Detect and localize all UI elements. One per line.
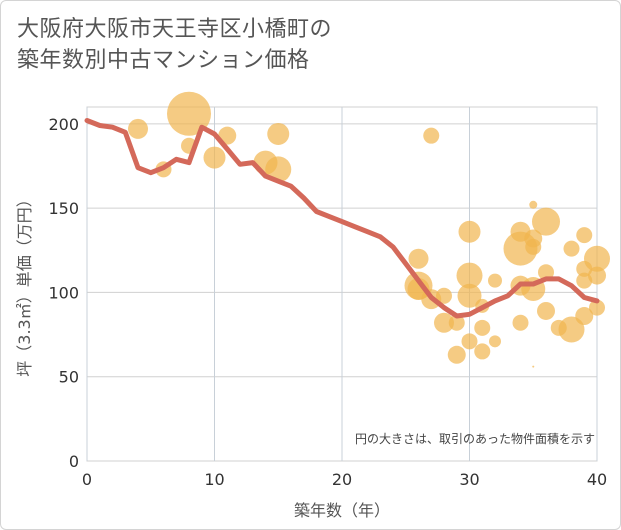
bubbles <box>128 91 610 368</box>
tick-labels: 0 50 100 150 200 0 10 20 30 40 <box>48 115 607 489</box>
bubble-point <box>456 262 483 289</box>
bubble-point <box>563 240 580 257</box>
x-tick-label: 40 <box>587 470 607 489</box>
x-tick-label: 0 <box>82 470 92 489</box>
y-tick-label: 0 <box>69 452 79 471</box>
bubble-point <box>537 301 555 320</box>
bubble-point <box>167 91 211 136</box>
chart-title-line-2: 築年数別中古マンション価格 <box>17 48 310 73</box>
bubble-point <box>448 314 465 331</box>
bubble-point <box>488 273 502 288</box>
bubble-point <box>461 333 478 350</box>
bubble-point <box>575 307 594 326</box>
size-annotation: 円の大きさは、取引のあった物件面積を示す <box>355 431 595 446</box>
bubble-point <box>538 264 554 281</box>
bubble-point <box>267 122 290 145</box>
bubble-point <box>589 299 605 316</box>
x-axis-label: 築年数（年） <box>294 501 390 520</box>
bubble-point <box>588 266 606 285</box>
y-tick-label: 200 <box>48 115 79 134</box>
bubble-point <box>458 220 481 243</box>
bubble-point <box>512 314 529 331</box>
bubble-point <box>532 365 535 368</box>
bubble-point <box>434 312 454 333</box>
bubble-point <box>529 200 538 209</box>
y-axis-label: 坪（3.3㎡）単価（万円） <box>15 191 34 376</box>
y-tick-label: 150 <box>48 199 79 218</box>
x-tick-label: 10 <box>204 470 224 489</box>
bubble-point <box>457 283 482 308</box>
bubble-point <box>576 227 593 244</box>
bubble-point <box>436 287 452 304</box>
bubble-point <box>474 319 491 336</box>
x-tick-label: 30 <box>459 470 479 489</box>
trend-line <box>84 118 600 319</box>
bubble-point <box>525 238 542 255</box>
bubble-point <box>474 343 491 360</box>
bubble-point <box>558 316 585 343</box>
chart-title: 大阪府大阪市天王寺区小橋町の 築年数別中古マンション価格 <box>17 14 332 76</box>
bubble-point <box>128 118 148 139</box>
y-tick-label: 100 <box>48 283 79 302</box>
y-tick-label: 50 <box>59 368 79 387</box>
bubble-point <box>532 207 560 236</box>
bubble-point <box>447 345 466 364</box>
trend-line-group <box>84 118 600 319</box>
bubble-point <box>203 146 226 169</box>
bubble-point <box>423 127 440 144</box>
bubble-point <box>584 245 610 272</box>
x-tick-label: 20 <box>332 470 352 489</box>
bubble-point <box>489 335 501 348</box>
bubble-point <box>265 156 292 183</box>
chart-title-line-1: 大阪府大阪市天王寺区小橋町の <box>17 17 333 42</box>
bubble-point <box>408 248 429 269</box>
